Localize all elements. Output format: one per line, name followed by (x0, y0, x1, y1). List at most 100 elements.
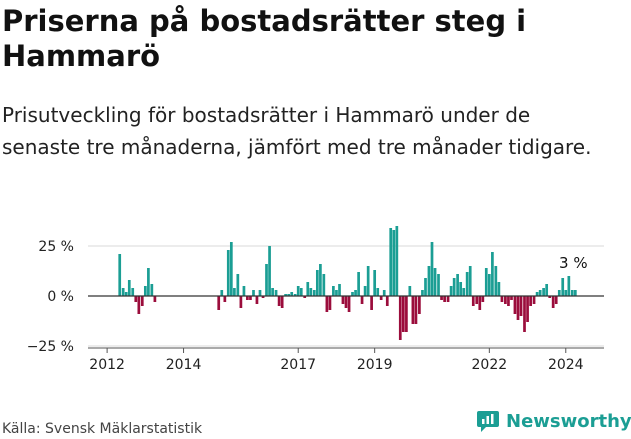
bar (411, 296, 415, 324)
bar (379, 296, 383, 300)
bar (405, 296, 408, 332)
bar (430, 242, 434, 296)
bar (319, 264, 322, 296)
bar (363, 286, 367, 296)
bar (376, 288, 380, 296)
bar (322, 274, 326, 296)
bar (366, 266, 370, 296)
bar (478, 296, 482, 310)
bar (551, 296, 555, 308)
bar (134, 296, 138, 302)
bar (487, 274, 491, 296)
bar (398, 296, 402, 340)
bar (567, 276, 571, 296)
bar (261, 296, 265, 298)
bar (538, 290, 542, 296)
bar (360, 296, 364, 304)
x-tick-label: 2022 (472, 357, 508, 373)
bar (223, 296, 227, 302)
bar (147, 268, 150, 296)
bar (465, 272, 469, 296)
newsworthy-icon (477, 411, 499, 432)
bar (242, 286, 246, 296)
x-tick-label: 2012 (89, 357, 125, 373)
bar (494, 266, 498, 296)
bar (462, 288, 466, 296)
bar (220, 290, 224, 296)
bar (309, 288, 313, 296)
bar (255, 296, 259, 304)
bar (481, 296, 485, 302)
chart-title: Priserna på bostadsrätter steg i Hammarö (2, 4, 527, 73)
bar (332, 286, 335, 296)
chart-subtitle: Prisutveckling för bostadsrätter i Hamma… (2, 103, 592, 159)
bar (153, 296, 157, 302)
bar (226, 250, 230, 296)
bar (258, 290, 262, 296)
x-tick-label: 2019 (357, 357, 393, 373)
bar (118, 254, 122, 296)
bar (357, 272, 360, 296)
bar (347, 296, 351, 312)
bar (277, 296, 281, 306)
x-tick-label: 2014 (166, 357, 202, 373)
bar (328, 296, 332, 310)
bar (121, 288, 125, 296)
bar (290, 292, 294, 296)
bar (271, 288, 274, 296)
bar (443, 296, 446, 302)
bar (280, 296, 284, 308)
brand-name: Newsworthy (506, 410, 631, 432)
y-tick-label: 0 % (47, 289, 74, 305)
bar (341, 296, 345, 304)
bar (351, 292, 354, 296)
bar (252, 290, 255, 296)
bar (484, 268, 488, 296)
axes: 25 % 0 % −25 % 2012 2014 2017 2019 2022 2024 (27, 239, 604, 373)
bar (233, 288, 236, 296)
bar (440, 296, 443, 300)
bar (239, 296, 243, 308)
bar (354, 290, 357, 296)
bar (246, 296, 249, 300)
bar (421, 290, 424, 296)
newsworthy-logo[interactable]: Newsworthy (476, 409, 631, 433)
bar (140, 296, 144, 306)
bar (424, 278, 427, 296)
bar (513, 296, 517, 314)
bar (427, 266, 431, 296)
bar (382, 290, 386, 296)
bar (249, 296, 252, 300)
bar (299, 288, 303, 296)
bar (548, 296, 552, 298)
bar (338, 284, 341, 296)
bar (418, 296, 421, 314)
bar (468, 266, 472, 296)
bar (475, 296, 479, 304)
bar (414, 296, 418, 324)
x-tick-label: 2017 (280, 357, 316, 373)
bar (504, 296, 507, 304)
bar (433, 268, 437, 296)
bar (564, 290, 568, 296)
bar (446, 296, 450, 302)
bar (491, 252, 494, 296)
bar (557, 290, 561, 296)
bar (452, 278, 456, 296)
bar (217, 296, 221, 310)
bar (507, 296, 510, 306)
bar (497, 282, 501, 296)
bar (274, 290, 278, 296)
bar (284, 294, 287, 296)
bar (554, 296, 558, 304)
bar (510, 296, 513, 300)
bar (471, 296, 475, 306)
bar (573, 290, 577, 296)
bar (150, 284, 154, 296)
bar (526, 296, 529, 322)
y-tick-label: 25 % (38, 239, 74, 255)
bar (523, 296, 526, 332)
bar (437, 274, 440, 296)
y-tick-label: −25 % (27, 339, 74, 355)
bars (118, 226, 577, 340)
